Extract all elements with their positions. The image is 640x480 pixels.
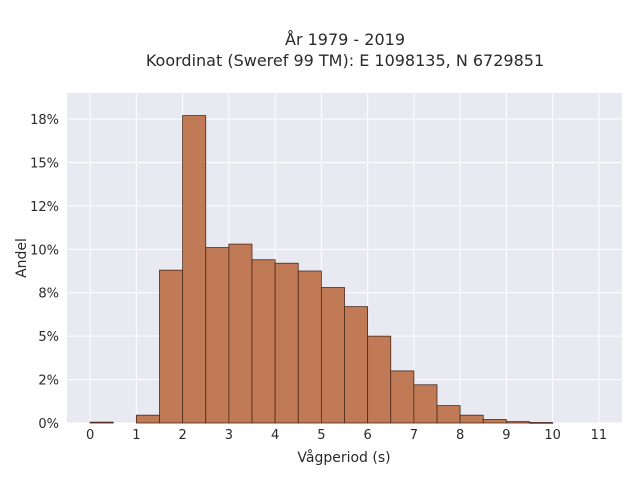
x-tick-label: 6 [363, 428, 371, 443]
histogram-bar [390, 370, 415, 424]
x-tick-label: 9 [502, 428, 510, 443]
histogram-bar [320, 287, 345, 424]
x-tick-label: 0 [86, 428, 94, 443]
histogram-bar [297, 270, 322, 424]
y-axis-ticks: 0% 2% 5% 8% 10% 12% 15% 18% [30, 113, 59, 432]
histogram-bar [89, 421, 114, 424]
chart-title-line-1: År 1979 - 2019 [285, 30, 405, 49]
y-tick-label: 0% [38, 417, 59, 432]
x-tick-label: 8 [456, 428, 464, 443]
histogram-bar [505, 421, 530, 424]
x-tick-label: 1 [132, 428, 140, 443]
grid-lines [67, 93, 622, 424]
bars [89, 115, 554, 424]
histogram-bar [344, 306, 369, 424]
y-tick-label: 10% [30, 243, 59, 258]
chart-title-line-2: Koordinat (Sweref 99 TM): E 1098135, N 6… [146, 51, 544, 70]
y-tick-label: 2% [38, 374, 59, 389]
x-tick-label: 2 [178, 428, 186, 443]
histogram-bar [135, 414, 160, 424]
histogram-bar [459, 414, 484, 424]
x-tick-label: 5 [317, 428, 325, 443]
y-tick-label: 8% [38, 287, 59, 302]
x-tick-label: 7 [410, 428, 418, 443]
histogram-bar [251, 259, 276, 424]
y-tick-label: 15% [30, 156, 59, 171]
histogram-bar [529, 422, 554, 424]
x-tick-label: 11 [591, 428, 608, 443]
x-tick-label: 4 [271, 428, 279, 443]
y-tick-label: 18% [30, 113, 59, 128]
x-tick-label: 3 [225, 428, 233, 443]
y-tick-label: 5% [38, 330, 59, 345]
histogram-bar [482, 419, 507, 424]
histogram-bar [367, 335, 392, 424]
y-axis-label: Andel [14, 238, 30, 278]
x-axis-label: Vågperiod (s) [297, 449, 390, 466]
histogram-bar [205, 247, 230, 424]
x-tick-label: 10 [544, 428, 561, 443]
histogram-bar [413, 384, 438, 424]
histogram-bar [228, 243, 253, 424]
histogram-bar [436, 405, 461, 424]
y-tick-label: 12% [30, 200, 59, 215]
histogram-bar [274, 262, 299, 424]
x-axis-ticks: 0 1 2 3 4 5 6 7 8 9 10 11 [86, 428, 607, 443]
histogram-bar [182, 115, 207, 424]
histogram-bar [159, 269, 184, 424]
